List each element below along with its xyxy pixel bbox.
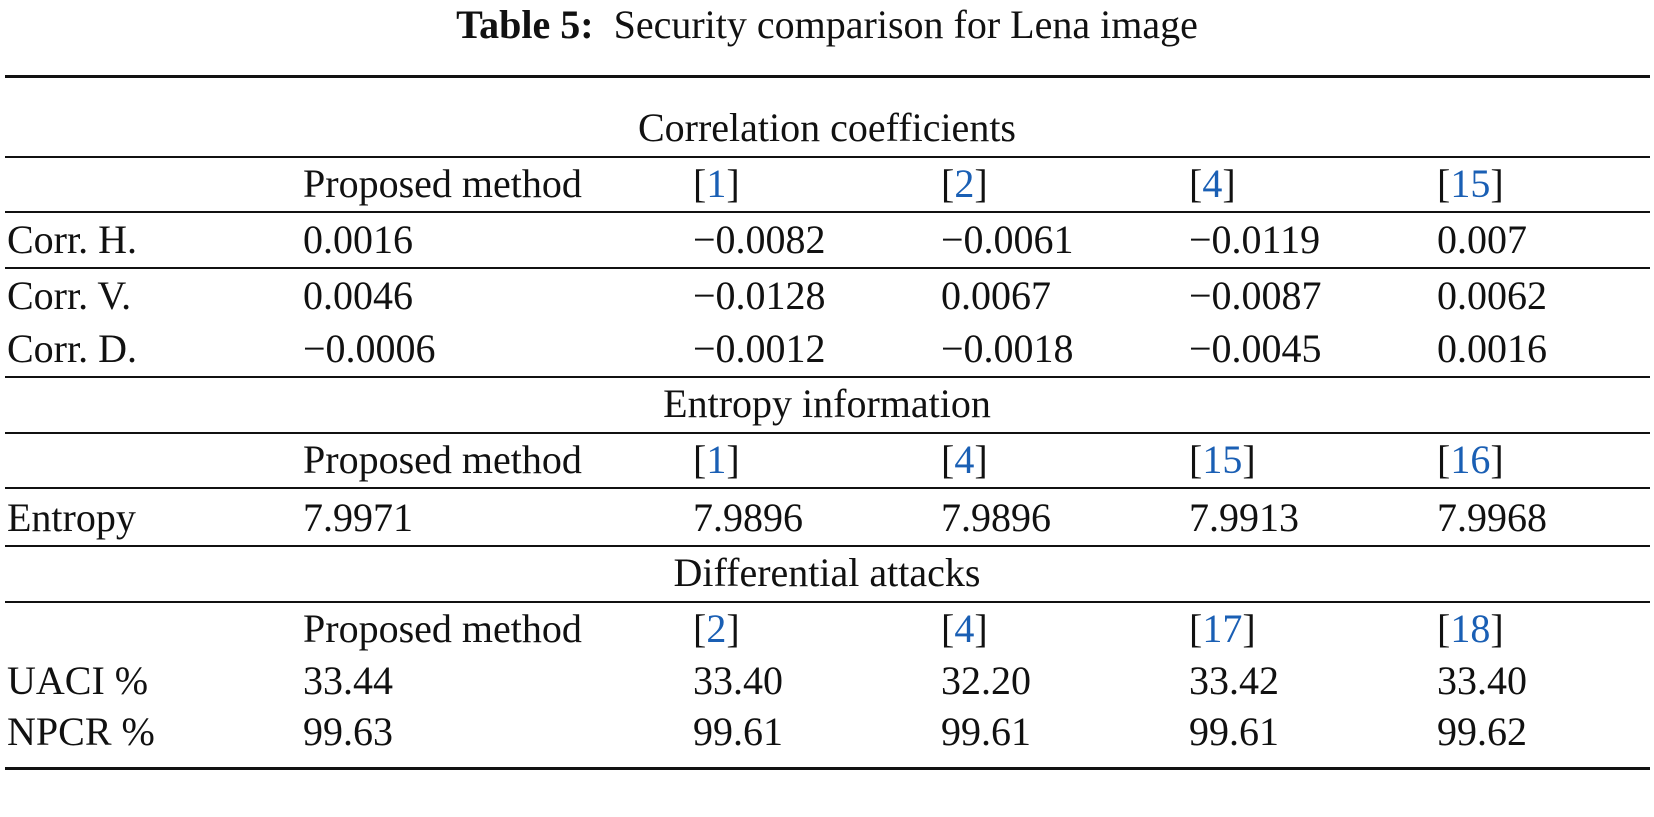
table-cell: 33.44 <box>303 658 393 703</box>
header-ref-link[interactable]: [1] <box>693 437 740 482</box>
top-rule <box>5 75 1650 78</box>
bottom-rule <box>5 767 1650 770</box>
rule <box>5 156 1650 158</box>
rule <box>5 211 1650 213</box>
table-cell: −0.0119 <box>1189 217 1321 262</box>
table-caption-label: Table 5: <box>456 2 594 47</box>
table-row: UACI % 33.44 33.40 32.20 33.42 33.40 <box>0 654 1654 708</box>
table-cell: −0.0045 <box>1189 326 1322 371</box>
header-ref-link[interactable]: [1] <box>693 161 740 206</box>
table-cell: 99.61 <box>1189 709 1279 754</box>
table-cell: 0.0062 <box>1437 273 1547 318</box>
table-cell: 0.007 <box>1437 217 1527 262</box>
table-cell: 7.9913 <box>1189 495 1299 540</box>
row-label: Corr. V. <box>7 273 132 318</box>
header-ref-link[interactable]: [15] <box>1437 161 1504 206</box>
table-cell: 7.9968 <box>1437 495 1547 540</box>
header-ref-link[interactable]: [2] <box>941 161 988 206</box>
table-cell: −0.0087 <box>1189 273 1322 318</box>
table-cell: 99.63 <box>303 709 393 754</box>
table-row: Entropy 7.9971 7.9896 7.9896 7.9913 7.99… <box>0 491 1654 545</box>
row-label: Entropy <box>7 495 136 540</box>
table-row: Corr. V. 0.0046 −0.0128 0.0067 −0.0087 0… <box>0 269 1654 323</box>
row-label: UACI % <box>7 658 149 703</box>
table-cell: −0.0082 <box>693 217 826 262</box>
table-cell: 99.61 <box>941 709 1031 754</box>
table-cell: 33.40 <box>1437 658 1527 703</box>
table-cell: 0.0046 <box>303 273 413 318</box>
table-cell: −0.0006 <box>303 326 436 371</box>
header-ref-link[interactable]: [18] <box>1437 606 1504 651</box>
header-ref-link[interactable]: [17] <box>1189 606 1256 651</box>
rule <box>5 487 1650 489</box>
table-cell: 7.9896 <box>941 495 1051 540</box>
table-cell: 0.0067 <box>941 273 1051 318</box>
rule <box>5 432 1650 434</box>
table-caption-text: Security comparison for Lena image <box>613 2 1198 47</box>
table-cell: 32.20 <box>941 658 1031 703</box>
table-cell: −0.0018 <box>941 326 1074 371</box>
section-title-entropy: Entropy information <box>663 381 991 426</box>
table-cell: 33.42 <box>1189 658 1279 703</box>
header-row-correlation: Proposed method [1] [2] [4] [15] <box>0 157 1654 211</box>
table-cell: 99.61 <box>693 709 783 754</box>
header-row-differential: Proposed method [2] [4] [17] [18] <box>0 602 1654 656</box>
table-cell: 0.0016 <box>303 217 413 262</box>
table-cell: 7.9896 <box>693 495 803 540</box>
table-cell: 33.40 <box>693 658 783 703</box>
header-proposed-method: Proposed method <box>303 161 582 206</box>
rule <box>5 376 1650 378</box>
header-ref-link[interactable]: [4] <box>941 606 988 651</box>
table-cell: −0.0061 <box>941 217 1074 262</box>
table-cell: −0.0128 <box>693 273 826 318</box>
table-caption: Table 5: Security comparison for Lena im… <box>0 0 1654 50</box>
rule <box>5 267 1650 269</box>
table-cell: 0.0016 <box>1437 326 1547 371</box>
header-ref-link[interactable]: [16] <box>1437 437 1504 482</box>
section-title-differential: Differential attacks <box>673 550 981 595</box>
section-title-correlation: Correlation coefficients <box>637 105 1016 150</box>
header-proposed-method: Proposed method <box>303 437 582 482</box>
header-ref-link[interactable]: [15] <box>1189 437 1256 482</box>
table-cell: 7.9971 <box>303 495 413 540</box>
rule <box>5 545 1650 547</box>
header-row-entropy: Proposed method [1] [4] [15] [16] <box>0 433 1654 487</box>
table-cell: −0.0012 <box>693 326 826 371</box>
header-ref-link[interactable]: [4] <box>1189 161 1236 206</box>
rule <box>5 601 1650 603</box>
table-row: NPCR % 99.63 99.61 99.61 99.61 99.62 <box>0 705 1654 759</box>
header-ref-link[interactable]: [4] <box>941 437 988 482</box>
row-label: Corr. H. <box>7 217 137 262</box>
table-cell: 99.62 <box>1437 709 1527 754</box>
table-row: Corr. D. −0.0006 −0.0012 −0.0018 −0.0045… <box>0 322 1654 376</box>
header-ref-link[interactable]: [2] <box>693 606 740 651</box>
table-row: Corr. H. 0.0016 −0.0082 −0.0061 −0.0119 … <box>0 213 1654 267</box>
row-label: Corr. D. <box>7 326 137 371</box>
header-proposed-method: Proposed method <box>303 606 582 651</box>
row-label: NPCR % <box>7 709 155 754</box>
